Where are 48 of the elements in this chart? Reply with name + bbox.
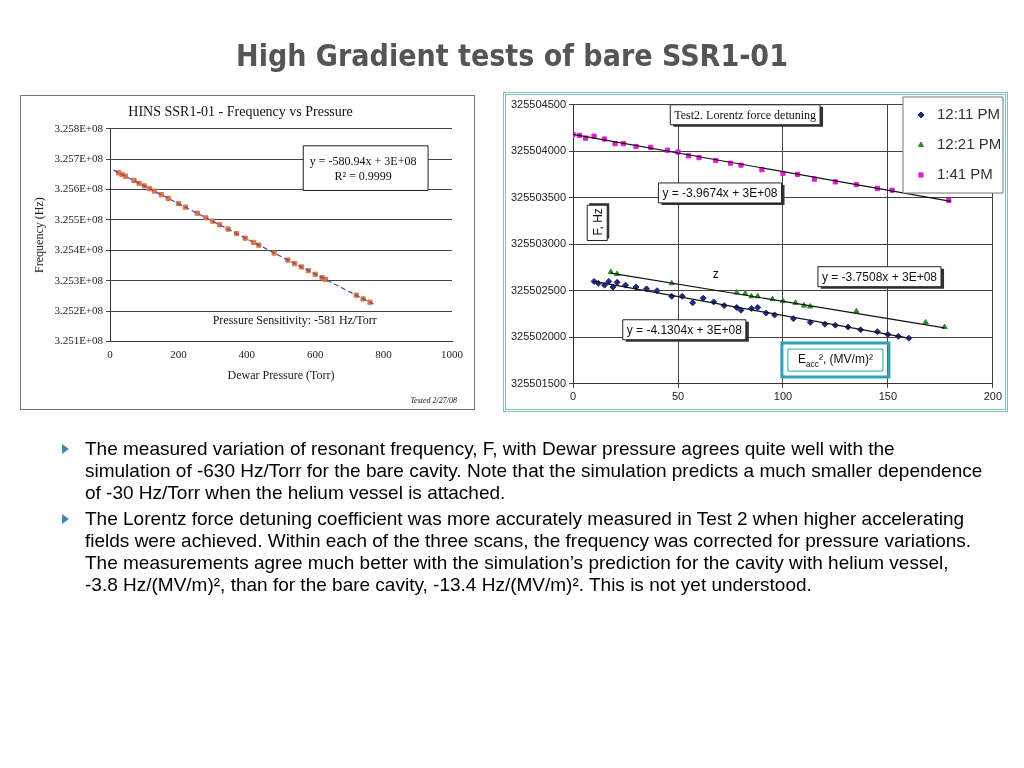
annotation: y = -3.7508x + 3E+08	[821, 270, 938, 285]
x-axis-title: Dewar Pressure (Torr)	[227, 367, 335, 382]
y-tick-label: 3.254E+08	[54, 243, 104, 256]
annotation: y = -3.9674x + 3E+08	[662, 186, 778, 201]
text: Tested 2/27/08	[410, 396, 457, 406]
legend-label: 1:41 PM	[937, 165, 993, 183]
y-tick-label: 3.253E+08	[54, 273, 104, 286]
x-tick-label: 400	[238, 347, 256, 360]
annotation: y = -580.94x + 3E+08	[309, 153, 417, 168]
y-tick-label: 325503000	[511, 237, 567, 250]
y-axis-title: F, Hz	[590, 208, 605, 236]
y-tick-label: 325504000	[511, 144, 567, 157]
x-tick-label: 600	[306, 347, 324, 360]
annotation: Test2. Lorentz force detuning	[674, 107, 817, 122]
annotation: R² = 0.9999	[334, 168, 392, 183]
x-tick-label: 0	[570, 390, 577, 403]
y-tick-label: 3.258E+08	[54, 121, 104, 134]
x-tick-label: 200	[983, 390, 1002, 403]
y-tick-label: 325503500	[511, 190, 567, 203]
x-tick-label: 200	[170, 347, 188, 360]
x-tick-label: 0	[107, 347, 114, 360]
x-tick-label: 100	[773, 390, 793, 403]
y-tick-label: 3.256E+08	[54, 182, 104, 195]
chart-title: HINS SSR1-01 - Frequency vs Pressure	[128, 104, 353, 120]
y-tick-label: 3.251E+08	[54, 334, 104, 347]
annotation: y = -4.1304x + 3E+08	[626, 323, 743, 338]
y-tick-label: 3.255E+08	[54, 212, 104, 225]
point	[165, 195, 171, 201]
annotation: Pressure Sensitivity: -581 Hz/Torr	[212, 313, 377, 328]
y-tick-label: 325502000	[511, 330, 567, 343]
y-tick-label: 3.257E+08	[54, 152, 104, 165]
point	[194, 210, 200, 216]
text: The Lorentz force detuning coefficient was more accurately measured in Test 2 when higher accelerating fields were achieved. Within each of the three scans, the frequency was corrected for pressure variations. The measurements agree much better with the simulation’s prediction for the cavity with helium vessel, -3.8 Hz/(MV/m)², than for the bare cavity, -13.4 Hz/(MV/m)². This is not yet understood.	[85, 508, 972, 595]
x-tick-label: 50	[671, 390, 685, 403]
y-axis-title: Frequency (Hz)	[32, 197, 47, 273]
y-tick-label: 325501500	[511, 376, 567, 389]
legend-label: 12:21 PM	[937, 135, 1002, 153]
annotation: z	[712, 267, 719, 282]
y-tick-label: 325502500	[511, 283, 567, 296]
x-tick-label: 150	[878, 390, 898, 403]
x-tick-label: 800	[375, 347, 393, 360]
legend-label: 12:11 PM	[937, 105, 1001, 123]
y-tick-label: 325504500	[511, 97, 567, 110]
text: The measured variation of resonant frequency, F, with Dewar pressure agrees quite well with the simulation of -630 Hz/Torr for the bare cavity. Note that the simulation predicts a much smaller dependence of -30 Hz/Torr when the helium vessel is attached.	[85, 438, 983, 503]
point	[131, 177, 137, 184]
y-tick-label: 3.252E+08	[54, 303, 104, 316]
x-tick-label: 1000	[441, 347, 464, 360]
text: High Gradient tests of bare SSR1-01	[235, 38, 789, 73]
